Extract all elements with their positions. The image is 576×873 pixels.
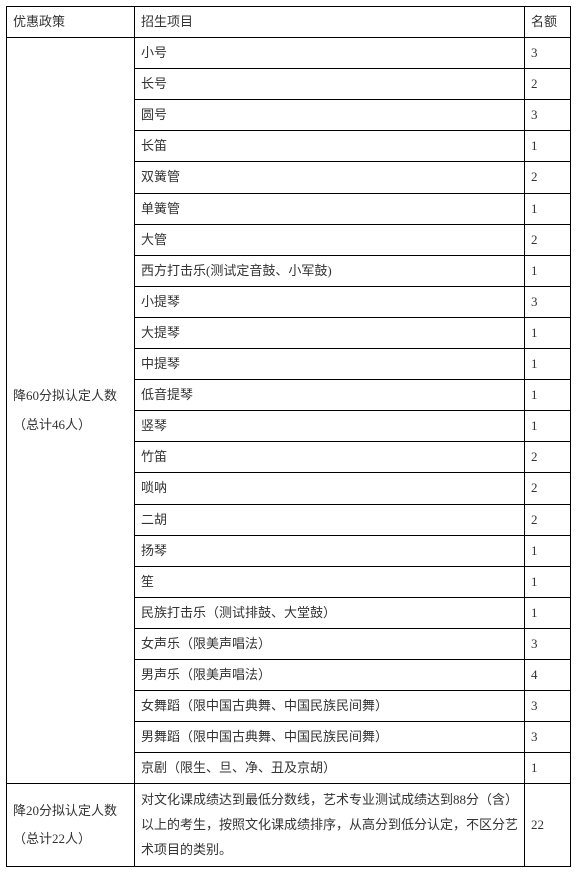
item-cell: 中提琴 [135,349,525,380]
item-cell: 唢呐 [135,473,525,504]
item-cell: 大管 [135,224,525,255]
item-cell: 低音提琴 [135,380,525,411]
quota-cell: 1 [525,317,571,348]
quota-cell: 1 [525,193,571,224]
quota-cell: 3 [525,628,571,659]
quota-cell: 2 [525,162,571,193]
item-cell: 京剧（限生、旦、净、丑及京胡） [135,753,525,784]
policy-60-line1: 降60分拟认定人数 [13,388,117,403]
quota-cell: 3 [525,691,571,722]
item-cell: 笙 [135,566,525,597]
header-policy: 优惠政策 [7,7,135,38]
policy-20-cell: 降20分拟认定人数 （总计22人） [7,784,135,867]
table-row: 降60分拟认定人数（总计46人）小号3 [7,38,571,69]
item-cell: 民族打击乐（测试排鼓、大堂鼓） [135,597,525,628]
item-cell: 西方打击乐(测试定音鼓、小军鼓) [135,255,525,286]
quota-cell: 2 [525,69,571,100]
quota-cell: 1 [525,131,571,162]
item-cell: 男舞蹈（限中国古典舞、中国民族民间舞） [135,722,525,753]
item-cell: 圆号 [135,100,525,131]
item-cell: 小号 [135,38,525,69]
header-quota: 名额 [525,7,571,38]
quota-cell: 4 [525,659,571,690]
item-cell: 单簧管 [135,193,525,224]
item-cell: 二胡 [135,504,525,535]
item-cell: 女舞蹈（限中国古典舞、中国民族民间舞） [135,691,525,722]
quota-cell: 2 [525,442,571,473]
quota-cell: 1 [525,255,571,286]
item-cell: 男声乐（限美声唱法） [135,659,525,690]
item-cell: 竹笛 [135,442,525,473]
item-cell: 小提琴 [135,286,525,317]
quota-cell: 1 [525,349,571,380]
quota-cell: 2 [525,224,571,255]
quota-cell: 2 [525,473,571,504]
table-row: 降20分拟认定人数 （总计22人） 对文化课成绩达到最低分数线，艺术专业测试成绩达到… [7,784,571,867]
admissions-table: 优惠政策招生项目名额降60分拟认定人数（总计46人）小号3长号2圆号3长笛1双簧… [6,6,571,867]
quota-cell: 3 [525,722,571,753]
quota-cell: 1 [525,380,571,411]
item-cell: 女声乐（限美声唱法） [135,628,525,659]
quota-cell: 22 [525,784,571,867]
header-item: 招生项目 [135,7,525,38]
policy-20-line1: 降20分拟认定人数 [13,803,117,818]
table-header-row: 优惠政策招生项目名额 [7,7,571,38]
quota-cell: 3 [525,100,571,131]
quota-cell: 1 [525,566,571,597]
policy-60-line2: （总计46人） [13,417,91,432]
quota-cell: 1 [525,753,571,784]
desc-cell: 对文化课成绩达到最低分数线，艺术专业测试成绩达到88分（含）以上的考生，按照文化… [135,784,525,867]
quota-cell: 1 [525,597,571,628]
quota-cell: 2 [525,504,571,535]
item-cell: 扬琴 [135,535,525,566]
quota-cell: 1 [525,411,571,442]
quota-cell: 1 [525,535,571,566]
item-cell: 竖琴 [135,411,525,442]
quota-cell: 3 [525,286,571,317]
item-cell: 双簧管 [135,162,525,193]
item-cell: 长笛 [135,131,525,162]
quota-cell: 3 [525,38,571,69]
item-cell: 大提琴 [135,317,525,348]
policy-60-cell: 降60分拟认定人数 （总计46人） [7,38,135,784]
item-cell: 长号 [135,69,525,100]
policy-20-line2: （总计22人） [13,831,91,846]
